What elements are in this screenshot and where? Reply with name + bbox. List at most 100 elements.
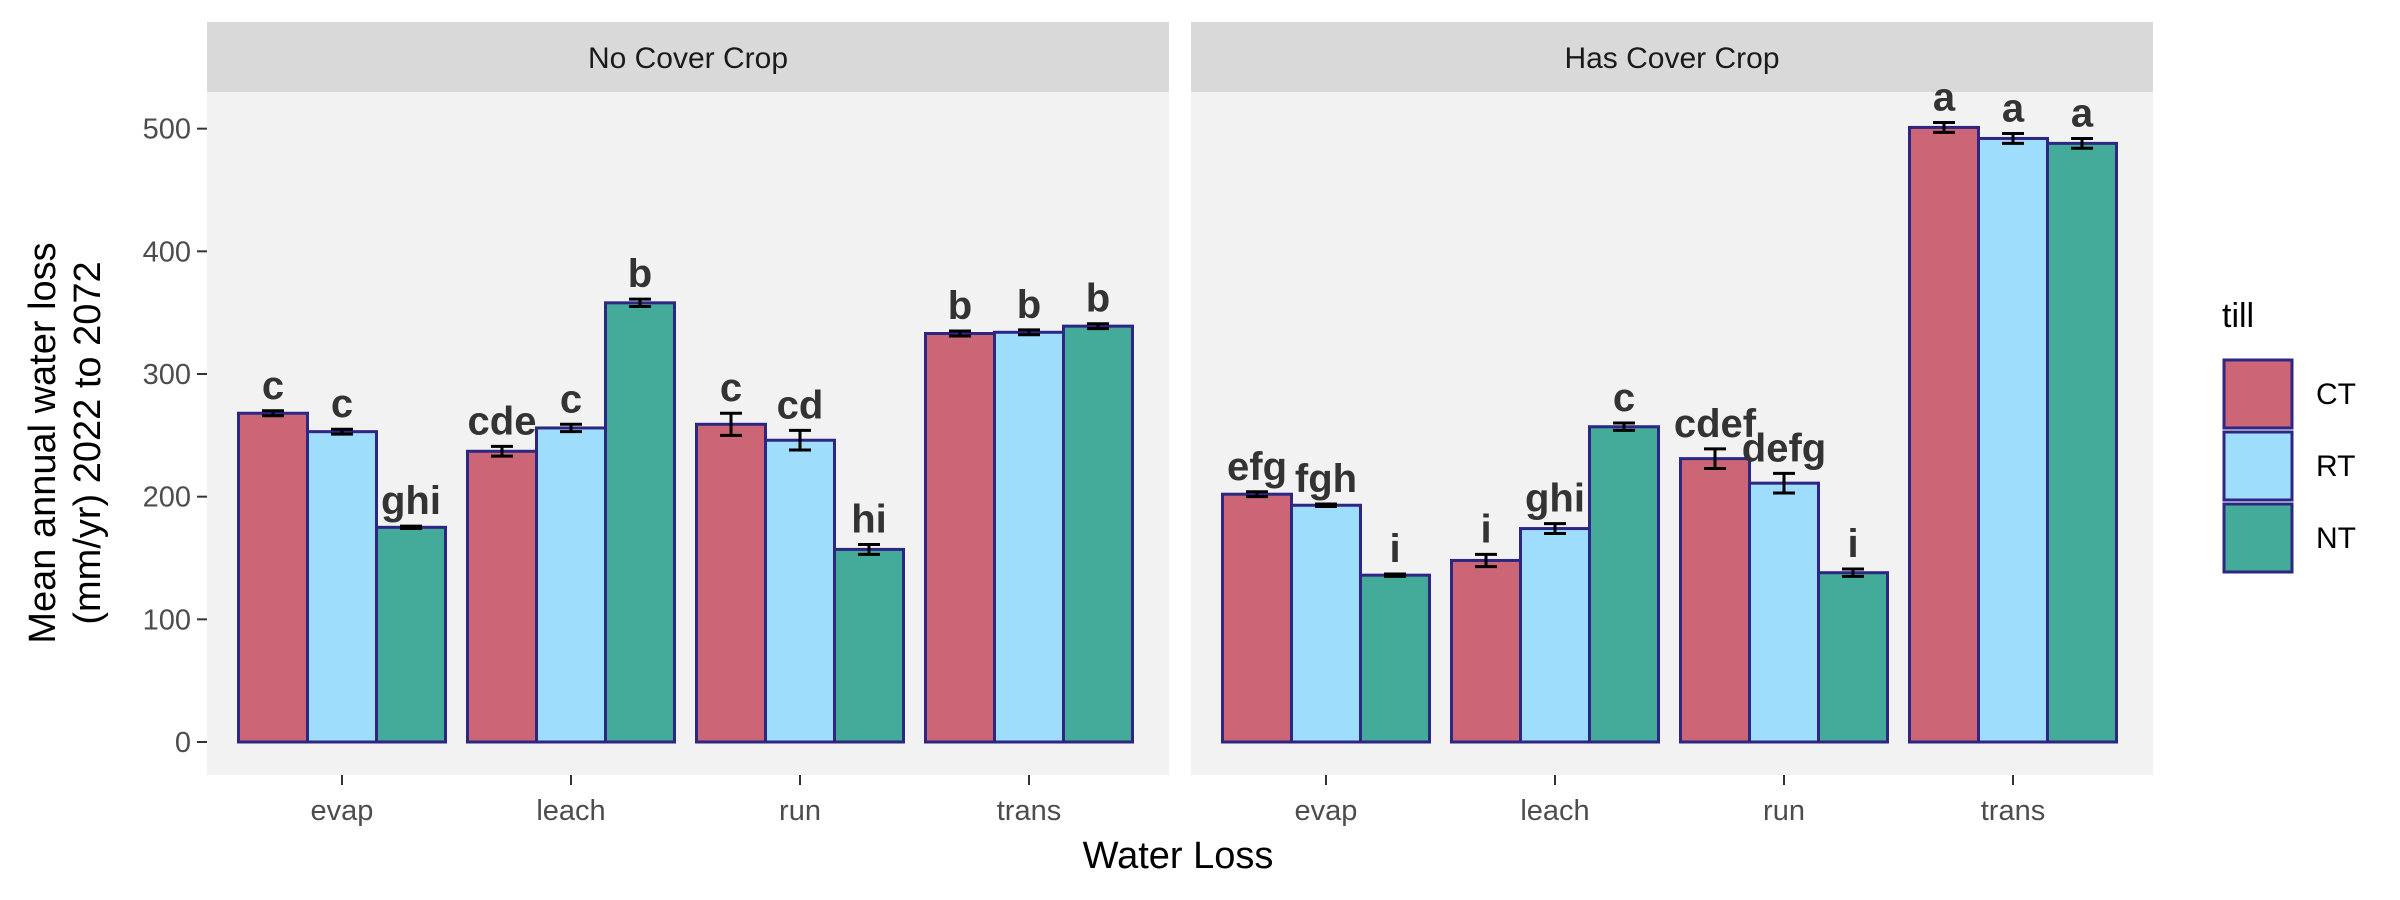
legend-label-nt: NT [2316,522,2356,555]
significance-label: cde [468,399,537,443]
y-axis-title-line-1: Mean annual water loss [22,242,64,643]
error-bar [858,543,880,556]
panel-strip [207,22,1169,92]
significance-label: c [560,377,582,421]
error-bar [491,444,513,458]
error-bar [1475,552,1497,569]
error-bar [400,524,422,531]
panel-strip-title: Has Cover Crop [1564,42,1779,75]
legend-key-rt [2222,430,2294,502]
significance-label: c [262,364,284,408]
error-bar [629,297,651,309]
error-bar [1773,471,1795,495]
legend-key-nt [2222,502,2294,574]
legend-label-ct: CT [2316,378,2356,411]
x-tick-label: leach [1520,795,1589,827]
significance-label: b [1017,283,1041,327]
bar-nt-leach [604,301,676,744]
significance-label: ghi [381,479,441,523]
y-tick-label: 400 [143,236,191,268]
bar-ct-leach [1450,558,1522,744]
bar-rt-run [764,438,836,744]
significance-label: a [2002,87,2025,131]
x-tick-label: evap [1295,795,1358,827]
panel-strip-title: No Cover Crop [588,42,788,75]
legend: till CT RT NT [2222,297,2356,574]
bar-ct-trans [924,332,996,744]
significance-label: ghi [1525,477,1585,521]
error-bar [1087,322,1109,331]
error-bar [1704,447,1726,470]
error-bar [1544,522,1566,535]
error-bar [331,427,353,436]
bar-nt-trans [2046,141,2118,744]
error-bar [560,422,582,434]
significance-label: b [948,284,972,328]
x-tick-label: leach [536,795,605,827]
error-bar [1246,490,1268,499]
bar-rt-evap [1290,503,1362,744]
error-bar [720,411,742,437]
significance-label: i [1847,522,1858,566]
error-bar [1018,328,1040,337]
bar-ct-run [695,422,767,744]
y-tick-label: 500 [143,114,191,146]
significance-label: cdef [1674,402,1757,446]
x-tick-label: trans [1981,795,2045,827]
error-bar [1933,121,1955,134]
panels-layer: No Cover Crop 0 100 200 300 400 500 evap c c ghi le… [143,22,2153,827]
bar-rt-trans [993,330,1065,744]
error-bar [2002,132,2024,145]
x-tick-label: run [779,795,821,827]
bar-nt-leach [1588,425,1660,744]
bar-nt-evap [375,525,447,744]
error-bar [2071,136,2093,150]
significance-label: c [1613,376,1635,420]
legend-key-ct [2222,358,2294,430]
y-axis-title-line-2: (mm/yr) 2022 to 2072 [67,261,109,624]
bar-rt-leach [1519,527,1591,744]
error-bar [1613,421,1635,432]
significance-label: i [1389,527,1400,571]
error-bar [1842,567,1864,578]
error-bar [1315,502,1337,508]
bar-ct-trans [1908,125,1980,744]
bar-nt-evap [1359,573,1431,744]
y-tick-label: 200 [143,482,191,514]
error-bar [949,329,971,338]
error-bar [1384,572,1406,578]
significance-label: fgh [1295,457,1357,501]
significance-label: a [1933,76,1956,120]
error-bar [262,409,284,418]
bar-nt-run [833,547,905,744]
bar-rt-evap [306,430,378,744]
x-tick-label: run [1763,795,1805,827]
significance-label: a [2071,91,2094,135]
bar-ct-leach [466,449,538,744]
y-tick-label: 300 [143,359,191,391]
x-tick-label: trans [997,795,1061,827]
y-tick-label: 100 [143,604,191,636]
panel-1: No Cover Crop 0 100 200 300 400 500 evap c c ghi le… [143,22,1169,827]
x-tick-label: evap [311,795,374,827]
bar-rt-trans [1977,136,2049,744]
error-bar [789,428,811,452]
bar-nt-run [1817,571,1889,744]
bar-rt-run [1748,481,1820,744]
y-tick-label: 0 [175,727,191,759]
significance-label: defg [1742,426,1826,470]
significance-label: c [331,382,353,426]
significance-label: c [720,366,742,410]
significance-label: hi [851,498,887,542]
significance-label: efg [1227,445,1287,489]
significance-label: i [1480,507,1491,551]
x-axis-title: Water Loss [1083,835,1274,877]
significance-label: b [1086,277,1110,321]
bar-ct-evap [1221,492,1293,744]
bar-nt-trans [1062,324,1134,744]
significance-label: b [628,252,652,296]
legend-title: till [2222,297,2254,335]
bar-ct-run [1679,457,1751,744]
